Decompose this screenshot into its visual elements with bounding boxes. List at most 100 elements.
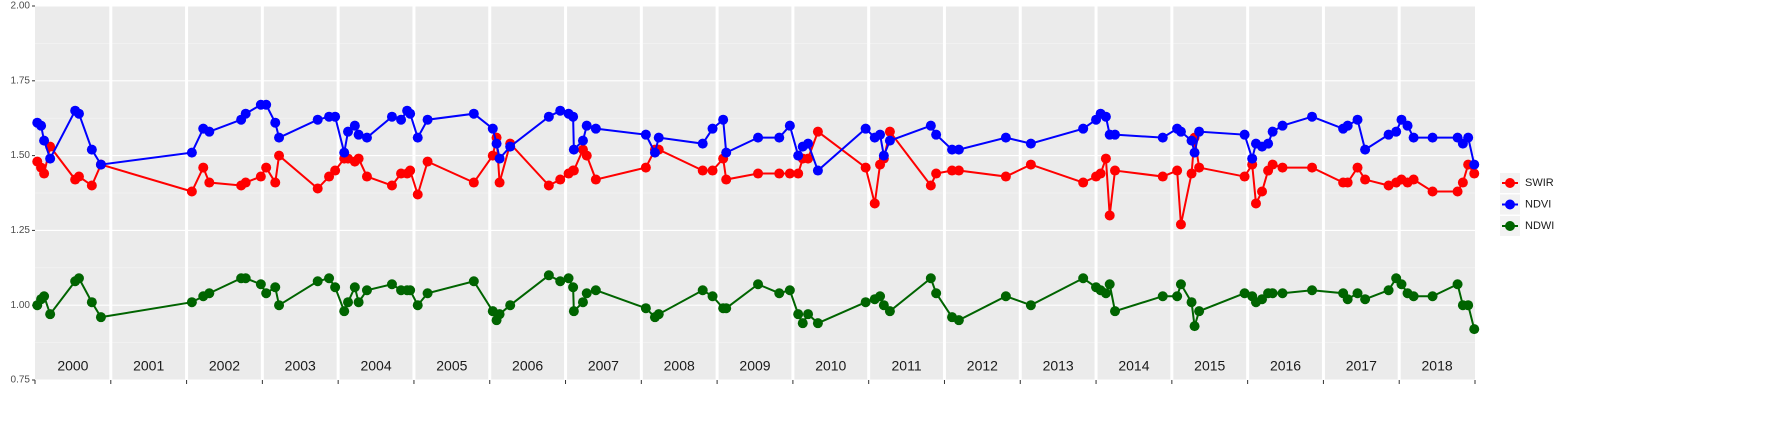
data-point bbox=[1025, 138, 1036, 149]
data-point bbox=[753, 132, 764, 143]
data-point bbox=[240, 273, 251, 284]
data-point bbox=[774, 288, 785, 299]
data-point bbox=[590, 174, 601, 185]
data-point bbox=[1307, 162, 1318, 173]
data-point bbox=[784, 285, 795, 296]
data-point bbox=[884, 306, 895, 317]
data-point bbox=[860, 297, 871, 308]
data-point bbox=[1469, 324, 1480, 335]
data-point bbox=[86, 180, 97, 191]
data-point bbox=[261, 99, 272, 110]
data-point bbox=[812, 318, 823, 329]
panel-label: 2014 bbox=[1118, 358, 1149, 374]
data-point bbox=[721, 174, 732, 185]
data-point bbox=[1408, 132, 1419, 143]
legend-label: NDVI bbox=[1525, 198, 1551, 210]
data-point bbox=[812, 165, 823, 176]
data-point bbox=[339, 306, 350, 317]
data-point bbox=[343, 126, 354, 137]
data-point bbox=[487, 123, 498, 134]
data-point bbox=[1463, 300, 1474, 311]
y-tick-label: 1.75 bbox=[11, 75, 31, 86]
data-point bbox=[803, 309, 814, 320]
data-point bbox=[803, 138, 814, 149]
data-point bbox=[45, 309, 56, 320]
data-point bbox=[274, 150, 285, 161]
data-point bbox=[1095, 168, 1106, 179]
data-point bbox=[1360, 174, 1371, 185]
data-point bbox=[204, 126, 215, 137]
panel-label: 2015 bbox=[1194, 358, 1225, 374]
data-point bbox=[1263, 138, 1274, 149]
panel-label: 2018 bbox=[1422, 358, 1453, 374]
data-point bbox=[1342, 294, 1353, 305]
data-point bbox=[361, 132, 372, 143]
panel-label: 2016 bbox=[1270, 358, 1301, 374]
panel-label: 2006 bbox=[512, 358, 543, 374]
data-point bbox=[925, 180, 936, 191]
data-point bbox=[1267, 288, 1278, 299]
data-point bbox=[931, 129, 942, 140]
data-point bbox=[349, 120, 360, 131]
data-point bbox=[1257, 186, 1268, 197]
data-point bbox=[1189, 321, 1200, 332]
data-point bbox=[468, 108, 479, 119]
data-point bbox=[386, 279, 397, 290]
data-point bbox=[324, 273, 335, 284]
data-point bbox=[405, 285, 416, 296]
data-point bbox=[1307, 111, 1318, 122]
data-point bbox=[640, 162, 651, 173]
data-point bbox=[581, 120, 592, 131]
data-point bbox=[505, 300, 516, 311]
data-point bbox=[274, 132, 285, 143]
data-point bbox=[39, 291, 50, 302]
data-point bbox=[39, 135, 50, 146]
y-tick-label: 1.00 bbox=[11, 300, 31, 311]
data-point bbox=[1157, 291, 1168, 302]
data-point bbox=[1100, 153, 1111, 164]
data-point bbox=[793, 168, 804, 179]
data-point bbox=[386, 180, 397, 191]
data-point bbox=[1427, 186, 1438, 197]
data-point bbox=[753, 279, 764, 290]
data-point bbox=[312, 183, 323, 194]
data-point bbox=[931, 288, 942, 299]
data-point bbox=[73, 171, 84, 182]
data-point bbox=[555, 174, 566, 185]
panel-label: 2008 bbox=[664, 358, 695, 374]
data-point bbox=[45, 153, 56, 164]
data-point bbox=[405, 108, 416, 119]
data-point bbox=[1194, 162, 1205, 173]
data-point bbox=[1239, 171, 1250, 182]
data-point bbox=[925, 273, 936, 284]
data-point bbox=[1172, 165, 1183, 176]
data-point bbox=[718, 114, 729, 125]
data-point bbox=[590, 123, 601, 134]
data-point bbox=[568, 165, 579, 176]
data-point bbox=[1383, 285, 1394, 296]
data-point bbox=[707, 165, 718, 176]
data-point bbox=[261, 288, 272, 299]
data-point bbox=[568, 306, 579, 317]
data-point bbox=[1239, 288, 1250, 299]
data-point bbox=[1000, 132, 1011, 143]
panel-label: 2010 bbox=[815, 358, 846, 374]
data-point bbox=[1186, 135, 1197, 146]
data-point bbox=[1402, 120, 1413, 131]
legend-marker bbox=[1505, 221, 1515, 231]
data-point bbox=[1383, 180, 1394, 191]
data-point bbox=[1104, 279, 1115, 290]
data-point bbox=[1104, 210, 1115, 221]
data-point bbox=[1186, 168, 1197, 179]
data-point bbox=[577, 135, 588, 146]
legend-marker bbox=[1505, 199, 1515, 210]
panel-label: 2003 bbox=[285, 358, 316, 374]
data-point bbox=[1078, 273, 1089, 284]
data-point bbox=[784, 168, 795, 179]
panel-label: 2001 bbox=[133, 358, 164, 374]
data-point bbox=[1277, 288, 1288, 299]
data-point bbox=[1000, 291, 1011, 302]
data-point bbox=[1408, 291, 1419, 302]
data-point bbox=[1396, 279, 1407, 290]
data-point bbox=[186, 297, 197, 308]
